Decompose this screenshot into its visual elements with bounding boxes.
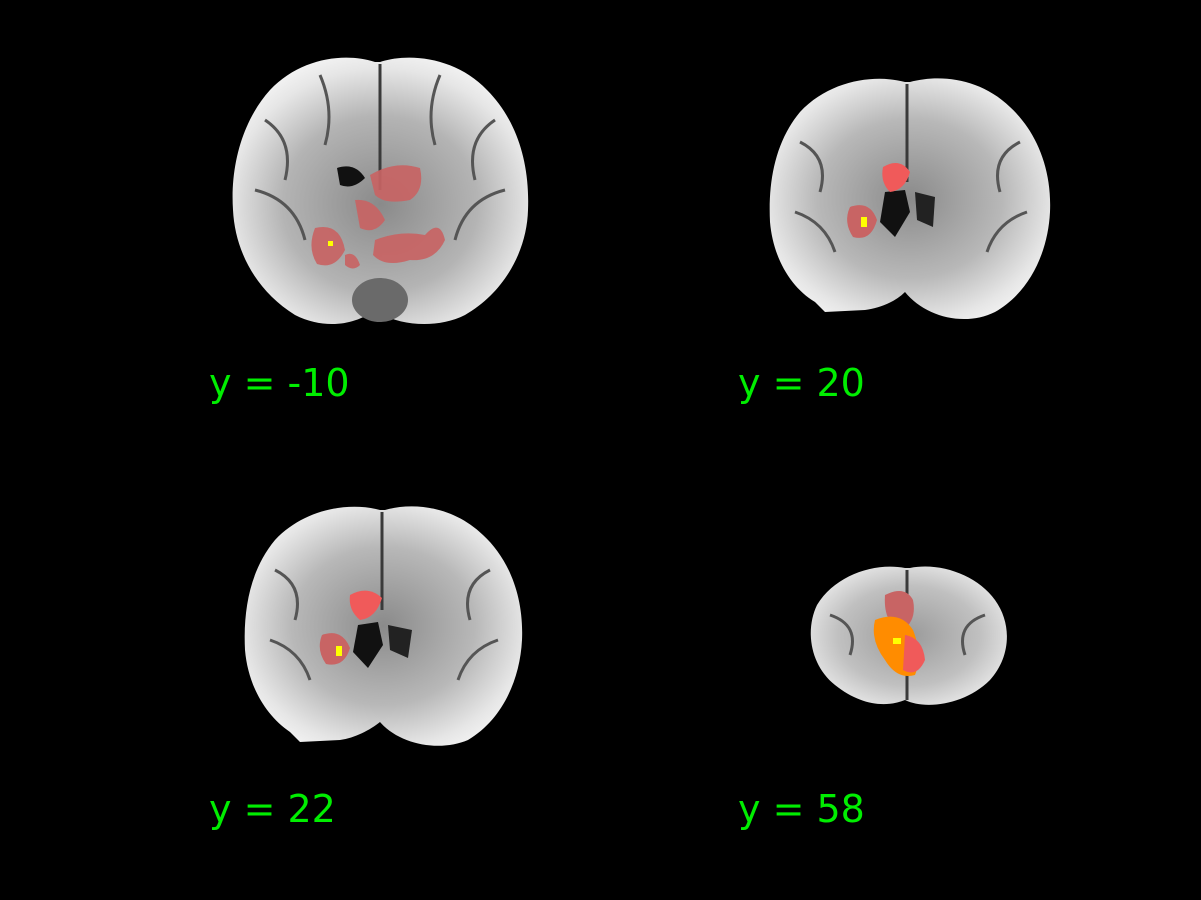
slice-label: y = 58 bbox=[738, 787, 865, 831]
brain-tissue bbox=[244, 506, 523, 746]
brain-slice-y-20 bbox=[765, 72, 1055, 332]
activation-peak bbox=[893, 638, 901, 644]
slice-label: y = 22 bbox=[209, 787, 336, 831]
brain-slice-y-minus-10 bbox=[225, 50, 535, 330]
coronal-brain-image bbox=[810, 566, 1007, 705]
activation-cluster bbox=[311, 165, 445, 269]
brain-slice-y-58 bbox=[805, 560, 1015, 715]
brain-tissue bbox=[769, 78, 1051, 320]
brain-slice-y-22 bbox=[240, 500, 525, 755]
coronal-brain-image bbox=[232, 57, 529, 325]
activation-cluster bbox=[319, 590, 382, 665]
activation-peak bbox=[336, 646, 342, 656]
activation-peak bbox=[328, 241, 333, 246]
slice-label: y = 20 bbox=[738, 361, 865, 405]
slice-label: y = -10 bbox=[209, 361, 350, 405]
coronal-brain-image bbox=[769, 78, 1051, 320]
activation-peak bbox=[861, 217, 867, 227]
activation-cluster bbox=[873, 591, 925, 676]
coronal-brain-image bbox=[244, 506, 523, 746]
